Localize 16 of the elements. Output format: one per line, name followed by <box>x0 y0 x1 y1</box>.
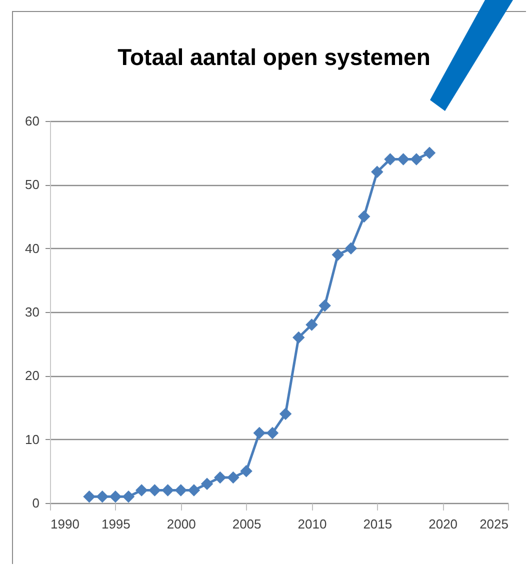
y-tick-label: 10 <box>25 432 40 447</box>
y-tick-label: 30 <box>25 304 40 320</box>
x-tick-label: 2005 <box>232 516 262 532</box>
x-tick-label: 2025 <box>480 516 508 532</box>
y-tick-label: 40 <box>25 240 40 256</box>
x-tick-label: 1995 <box>101 516 130 532</box>
x-tick-label: 2000 <box>166 516 196 532</box>
y-tick-label: 20 <box>25 368 40 384</box>
y-tick-label: 0 <box>32 496 40 510</box>
x-tick-label: 2010 <box>298 516 327 532</box>
x-tick-label: 2020 <box>428 516 458 532</box>
chart-title: Totaal aantal open systemen <box>118 44 430 70</box>
x-tick-label: 1990 <box>50 516 80 532</box>
y-tick-label: 60 <box>25 114 40 128</box>
x-tick-label: 2015 <box>363 516 392 532</box>
y-tick-label: 50 <box>25 177 40 192</box>
